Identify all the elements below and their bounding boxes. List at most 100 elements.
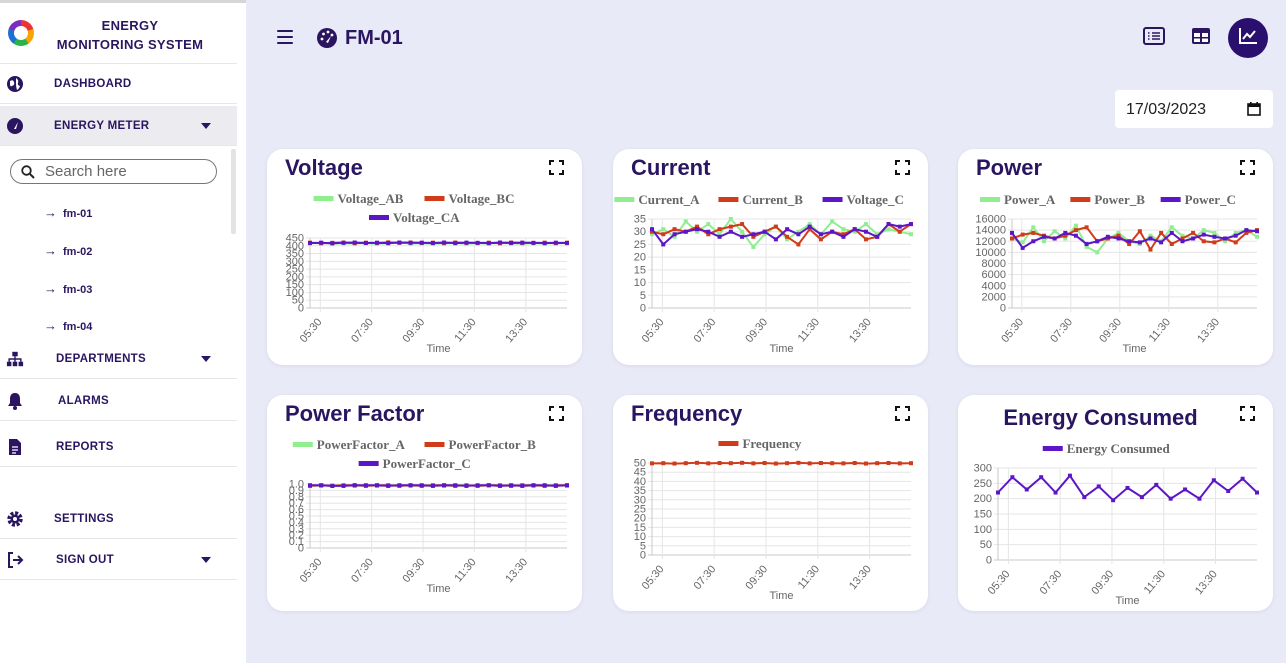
data-point[interactable] [897, 224, 902, 229]
data-point[interactable] [706, 461, 711, 466]
data-point[interactable] [453, 241, 458, 246]
data-point[interactable] [740, 222, 745, 227]
data-point[interactable] [1255, 229, 1259, 234]
data-point[interactable] [497, 240, 502, 245]
data-point[interactable] [1010, 236, 1014, 241]
data-point[interactable] [863, 237, 868, 242]
data-point[interactable] [308, 240, 312, 245]
data-point[interactable] [308, 483, 312, 488]
data-point[interactable] [796, 242, 801, 247]
data-point[interactable] [852, 461, 857, 465]
data-point[interactable] [841, 227, 846, 232]
data-point[interactable] [1116, 233, 1121, 238]
data-point[interactable] [773, 224, 778, 229]
data-point[interactable] [1180, 236, 1185, 241]
nav-settings[interactable]: SETTINGS [0, 499, 237, 539]
data-point[interactable] [852, 229, 857, 234]
data-point[interactable] [497, 483, 502, 488]
data-point[interactable] [408, 240, 413, 245]
data-point[interactable] [1031, 239, 1036, 244]
data-point[interactable] [695, 224, 700, 229]
data-point[interactable] [762, 229, 767, 234]
data-point[interactable] [1233, 230, 1238, 235]
data-point[interactable] [650, 461, 654, 466]
data-point[interactable] [706, 222, 711, 227]
data-point[interactable] [886, 222, 891, 227]
legend-label[interactable]: PowerFactor_C [383, 456, 471, 471]
data-point[interactable] [841, 234, 846, 239]
data-point[interactable] [1211, 478, 1216, 483]
data-point[interactable] [341, 240, 346, 245]
data-point[interactable] [1063, 233, 1068, 238]
data-point[interactable] [1063, 236, 1068, 241]
legend-label[interactable]: PowerFactor_B [449, 437, 537, 452]
data-point[interactable] [807, 224, 812, 229]
data-point[interactable] [1180, 233, 1185, 238]
data-point[interactable] [886, 227, 891, 232]
data-point[interactable] [909, 222, 913, 227]
data-point[interactable] [553, 240, 558, 245]
data-point[interactable] [1233, 233, 1238, 238]
data-point[interactable] [1073, 233, 1078, 238]
data-point[interactable] [1052, 229, 1057, 234]
data-point[interactable] [650, 229, 654, 234]
data-point[interactable] [330, 241, 335, 246]
data-point[interactable] [706, 232, 711, 237]
data-point[interactable] [1020, 240, 1025, 245]
legend-label[interactable]: Frequency [742, 436, 801, 451]
legend-label[interactable]: PowerFactor_A [317, 437, 406, 452]
data-point[interactable] [1127, 242, 1132, 247]
data-point[interactable] [740, 234, 745, 239]
data-point[interactable] [785, 227, 790, 232]
chevron-down-icon[interactable] [201, 122, 211, 129]
legend-label[interactable]: Energy Consumed [1067, 441, 1171, 456]
data-point[interactable] [1240, 476, 1245, 481]
search-input[interactable] [45, 162, 210, 181]
chart-view-button[interactable] [1228, 18, 1268, 58]
meter-item-fm-03[interactable]: → fm-03 [44, 281, 92, 296]
data-point[interactable] [751, 244, 756, 249]
data-point[interactable] [818, 237, 823, 242]
data-point[interactable] [830, 219, 835, 224]
expand-icon[interactable] [895, 160, 910, 180]
data-point[interactable] [683, 219, 688, 224]
data-point[interactable] [375, 483, 380, 488]
legend-label[interactable]: Voltage_AB [338, 191, 404, 206]
data-point[interactable] [1116, 230, 1121, 235]
data-point[interactable] [520, 483, 525, 488]
data-point[interactable] [1084, 242, 1089, 247]
chevron-down-icon[interactable] [201, 556, 211, 563]
data-point[interactable] [1197, 496, 1202, 501]
nav-dashboard[interactable]: DASHBOARD [0, 64, 237, 104]
date-picker[interactable]: 17/03/2023 [1115, 90, 1273, 128]
nav-sign-out[interactable]: SIGN OUT [0, 540, 237, 580]
legend-label[interactable]: Current_A [638, 192, 700, 207]
data-point[interactable] [375, 240, 380, 245]
data-point[interactable] [897, 229, 902, 234]
data-point[interactable] [751, 461, 756, 466]
legend-label[interactable]: Voltage_CA [393, 210, 460, 225]
data-point[interactable] [751, 232, 756, 237]
calendar-icon[interactable] [1247, 102, 1261, 121]
data-point[interactable] [1052, 236, 1057, 241]
data-point[interactable] [683, 461, 688, 466]
data-point[interactable] [1063, 230, 1068, 235]
data-point[interactable] [1041, 234, 1046, 239]
data-point[interactable] [751, 234, 756, 239]
data-point[interactable] [1148, 236, 1153, 241]
data-point[interactable] [1159, 230, 1164, 235]
data-point[interactable] [442, 240, 447, 245]
data-point[interactable] [531, 483, 536, 488]
data-point[interactable] [1095, 239, 1100, 244]
data-point[interactable] [683, 229, 688, 234]
data-point[interactable] [430, 240, 435, 245]
data-point[interactable] [875, 461, 880, 466]
data-point[interactable] [818, 232, 823, 237]
data-point[interactable] [672, 227, 677, 232]
data-point[interactable] [475, 483, 480, 488]
data-point[interactable] [1041, 239, 1046, 244]
data-point[interactable] [706, 229, 711, 234]
data-point[interactable] [695, 460, 700, 465]
data-point[interactable] [386, 241, 391, 246]
chevron-down-icon[interactable] [201, 355, 211, 362]
